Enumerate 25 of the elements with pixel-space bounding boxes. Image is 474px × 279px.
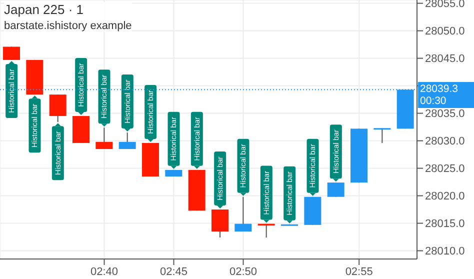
y-tick-label: 28025.0 xyxy=(425,163,465,176)
candlestick xyxy=(49,94,66,123)
chart-title: Japan 225 · 1 xyxy=(4,2,85,17)
candlestick xyxy=(327,182,344,198)
y-tick-label: 28045.0 xyxy=(425,53,465,66)
y-tick-label: 28035.0 xyxy=(425,108,465,120)
y-tick-label: 28020.0 xyxy=(425,190,465,203)
y-tick-label: 28015.0 xyxy=(425,218,465,230)
candlestick xyxy=(258,223,275,238)
x-tick-label: 02:50 xyxy=(229,266,258,278)
x-tick-label: 02:45 xyxy=(160,266,188,278)
candlestick xyxy=(3,46,20,60)
y-tick-label: 28010.0 xyxy=(425,246,465,258)
y-tick-label: 28050.0 xyxy=(425,26,465,38)
candlestick xyxy=(234,196,252,232)
x-tick-label: 02:55 xyxy=(345,266,373,278)
candlestick xyxy=(374,128,391,144)
ref-line-label: 28039.3 xyxy=(420,82,459,95)
text: barstate.ishistory example xyxy=(4,20,132,32)
candlestick xyxy=(96,127,113,150)
text: 00:30 xyxy=(420,94,448,107)
x-tick-label: 02:40 xyxy=(90,266,118,278)
candlestick xyxy=(212,209,228,238)
candlestick xyxy=(118,132,136,150)
y-tick-label: 28030.0 xyxy=(425,136,465,148)
